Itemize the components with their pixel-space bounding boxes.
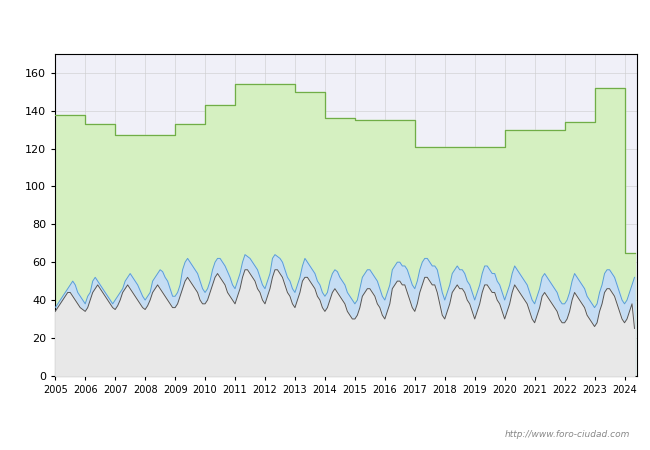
Text: http://www.foro-ciudad.com: http://www.foro-ciudad.com xyxy=(505,430,630,439)
Text: San Martín del Castañar - Evolucion de la poblacion en edad de Trabajar Mayo de : San Martín del Castañar - Evolucion de l… xyxy=(52,18,598,29)
